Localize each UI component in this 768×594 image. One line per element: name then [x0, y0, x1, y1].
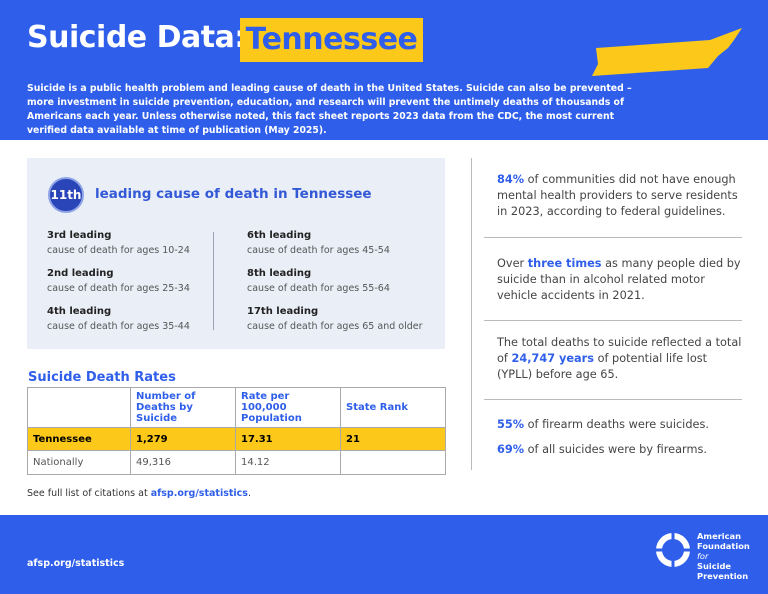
stat: Over three times as many people died by … — [497, 256, 745, 304]
stat-highlight: 84% — [497, 173, 525, 186]
table-header: Number of Deaths by Suicide Rate per 100… — [27, 387, 446, 428]
header-cell: Rate per 100,000 Population — [235, 387, 341, 428]
stat-text: as many people died by suicide than in a… — [497, 257, 741, 302]
leading-item: 6th leading cause of death for ages 45-54 — [247, 230, 390, 256]
stat-text: of communities did not have enough menta… — [497, 173, 738, 218]
item-desc: cause of death for ages 10-24 — [47, 245, 190, 256]
separator — [484, 399, 742, 400]
divider — [213, 232, 214, 330]
state-title: Tennessee — [240, 18, 423, 62]
cell: 14.12 — [235, 450, 341, 475]
org-line: American — [697, 531, 742, 541]
intro: Suicide is a public health problem and l… — [27, 83, 632, 136]
divider — [471, 158, 472, 470]
leading-headline: leading cause of death in Tennessee — [95, 186, 372, 202]
item-desc: cause of death for ages 45-54 — [247, 245, 390, 256]
citation-end: . — [247, 488, 251, 499]
footer — [0, 515, 768, 594]
cell: 49,316 — [130, 450, 236, 475]
table-row: Tennessee 1,279 17.31 21 — [27, 427, 446, 451]
leading-box — [27, 158, 445, 349]
cell: 17.31 — [235, 427, 341, 451]
item-rank: 8th leading — [247, 268, 312, 279]
org-name: American Foundation for Suicide Prevention — [697, 531, 750, 581]
stat: 55% of firearm deaths were suicides. — [497, 417, 745, 433]
footer-url[interactable]: afsp.org/statistics — [27, 558, 125, 569]
leading-item: 17th leading cause of death for ages 65 a… — [247, 306, 423, 332]
separator — [484, 237, 742, 238]
org-line: for — [697, 551, 709, 561]
row-label: Nationally — [27, 450, 131, 475]
rates-table: Number of Deaths by Suicide Rate per 100… — [27, 387, 446, 475]
leading-item: 2nd leading cause of death for ages 25-34 — [47, 268, 190, 294]
row-label: Tennessee — [27, 427, 131, 451]
org-line: Foundation — [697, 541, 750, 551]
item-desc: cause of death for ages 65 and older — [247, 321, 423, 332]
item-desc: cause of death for ages 35-44 — [47, 321, 190, 332]
table-row: Nationally 49,316 14.12 — [27, 450, 446, 475]
org-line: Prevention — [697, 571, 749, 581]
item-desc: cause of death for ages 25-34 — [47, 283, 190, 294]
stat-highlight: 24,747 years — [511, 352, 594, 365]
item-rank: 17th leading — [247, 306, 319, 317]
citation: See full list of citations at afsp.org/s… — [27, 488, 251, 499]
item-rank: 6th leading — [247, 230, 312, 241]
header-cell — [27, 387, 131, 428]
citation-link[interactable]: afsp.org/statistics — [150, 488, 248, 499]
stat-text: of potential life lost (YPLL) before age… — [497, 352, 708, 381]
stat-text: of firearm deaths were suicides. — [527, 418, 709, 431]
table-title: Suicide Death Rates — [28, 370, 176, 385]
item-rank: 4th leading — [47, 306, 112, 317]
leading-item: 4th leading cause of death for ages 35-44 — [47, 306, 190, 332]
leading-item: 8th leading cause of death for ages 55-64 — [247, 268, 390, 294]
stat: 69% of all suicides were by firearms. — [497, 442, 745, 458]
leading-item: 3rd leading cause of death for ages 10-24 — [47, 230, 190, 256]
stat-highlight: three times — [527, 257, 602, 270]
stat-text: of all suicides were by firearms. — [527, 443, 707, 456]
cell — [340, 450, 446, 475]
item-desc: cause of death for ages 55-64 — [247, 283, 390, 294]
separator — [484, 320, 742, 321]
title: Suicide Data: — [27, 20, 246, 55]
logo — [656, 533, 690, 567]
state-map — [592, 28, 742, 76]
item-rank: 2nd leading — [47, 268, 114, 279]
stat-text: The total deaths to suicide reflected a … — [497, 336, 742, 365]
header-cell: Number of Deaths by Suicide — [130, 387, 236, 428]
stat-highlight: 55% — [497, 418, 525, 431]
cell: 1,279 — [130, 427, 236, 451]
item-rank: 3rd leading — [47, 230, 112, 241]
citation-text: See full list of citations at — [27, 488, 148, 499]
stat-highlight: 69% — [497, 443, 525, 456]
stat-text: Over — [497, 257, 525, 270]
org-line: Suicide — [697, 561, 732, 571]
rank-badge: 11th — [48, 177, 84, 213]
cell: 21 — [340, 427, 446, 451]
stat: The total deaths to suicide reflected a … — [497, 335, 745, 383]
stat: 84% of communities did not have enough m… — [497, 172, 745, 220]
header-cell: State Rank — [340, 387, 446, 428]
